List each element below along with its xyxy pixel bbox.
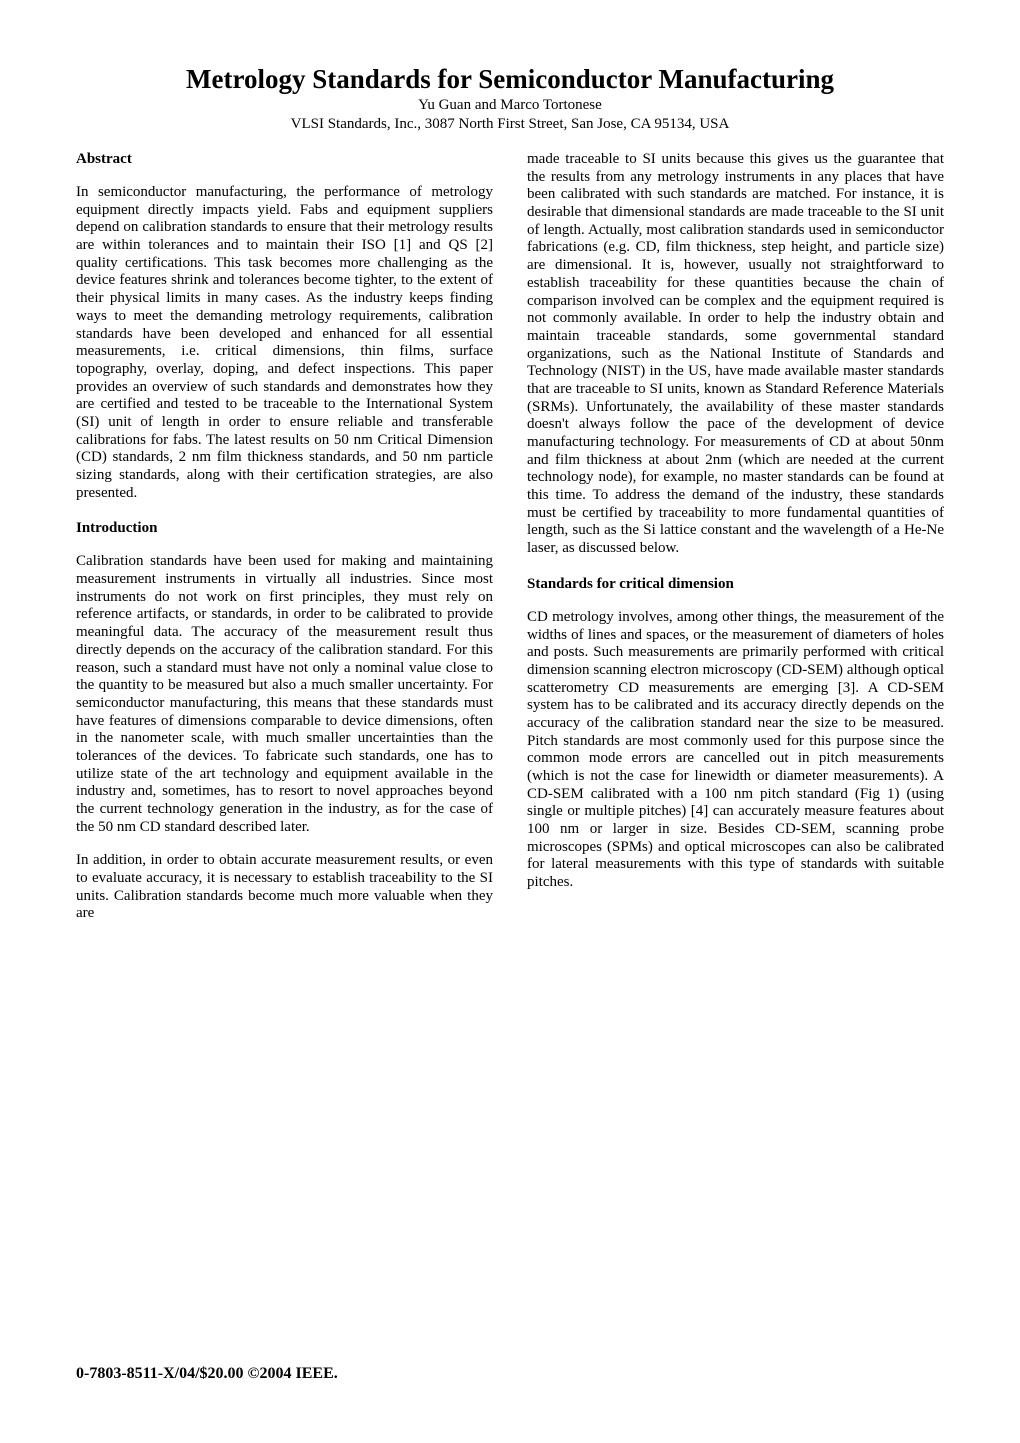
- introduction-heading: Introduction: [76, 520, 493, 537]
- abstract-heading: Abstract: [76, 151, 493, 168]
- col2-continuation-paragraph: made traceable to SI units because this …: [527, 151, 944, 558]
- introduction-paragraph-2: In addition, in order to obtain accurate…: [76, 852, 493, 923]
- copyright-footer: 0-7803-8511-X/04/$20.00 ©2004 IEEE.: [76, 1365, 338, 1383]
- introduction-paragraph-1: Calibration standards have been used for…: [76, 553, 493, 836]
- abstract-body: In semiconductor manufacturing, the perf…: [76, 184, 493, 502]
- paper-title: Metrology Standards for Semiconductor Ma…: [76, 64, 944, 95]
- paper-authors: Yu Guan and Marco Tortonese: [76, 97, 944, 114]
- paper-affiliation: VLSI Standards, Inc., 3087 North First S…: [76, 116, 944, 133]
- right-column: made traceable to SI units because this …: [527, 151, 944, 923]
- left-column: Abstract In semiconductor manufacturing,…: [76, 151, 493, 923]
- cd-standards-heading: Standards for critical dimension: [527, 576, 944, 593]
- cd-standards-body: CD metrology involves, among other thing…: [527, 609, 944, 892]
- two-column-layout: Abstract In semiconductor manufacturing,…: [76, 151, 944, 923]
